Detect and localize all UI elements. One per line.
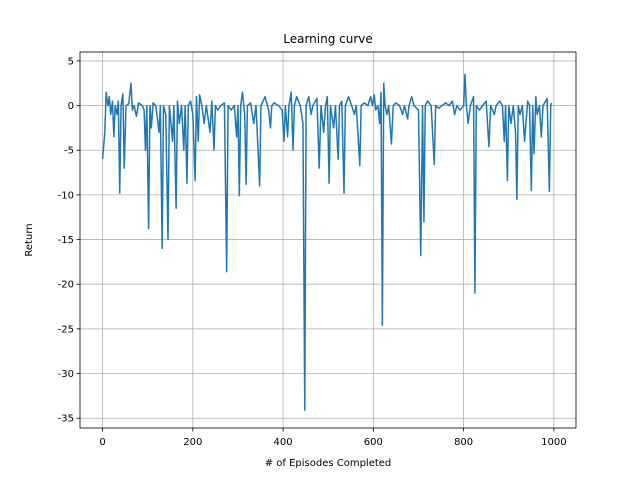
y-tick-label: -30 [58,369,74,380]
y-axis-label: Return [24,223,35,256]
chart-title: Learning curve [283,32,373,46]
x-axis-label: # of Episodes Completed [265,458,392,469]
data-line [101,73,553,411]
x-tick-label: 600 [364,437,383,448]
y-tick-label: -35 [58,414,74,425]
x-tick-label: 1000 [541,437,566,448]
x-tick-label: 200 [183,437,202,448]
x-tick-label: 400 [274,437,293,448]
y-tick-label: -15 [58,235,74,246]
axes-frame [79,51,577,429]
y-tick-label: -25 [58,324,74,335]
y-tick-label: 0 [68,101,74,112]
y-tick-label: -5 [64,146,74,157]
y-tick-label: -10 [58,190,74,201]
y-tick-label: 5 [68,56,74,67]
x-tick-label: 0 [99,437,105,448]
x-tick-label: 800 [454,437,473,448]
y-tick-label: -20 [58,280,74,291]
